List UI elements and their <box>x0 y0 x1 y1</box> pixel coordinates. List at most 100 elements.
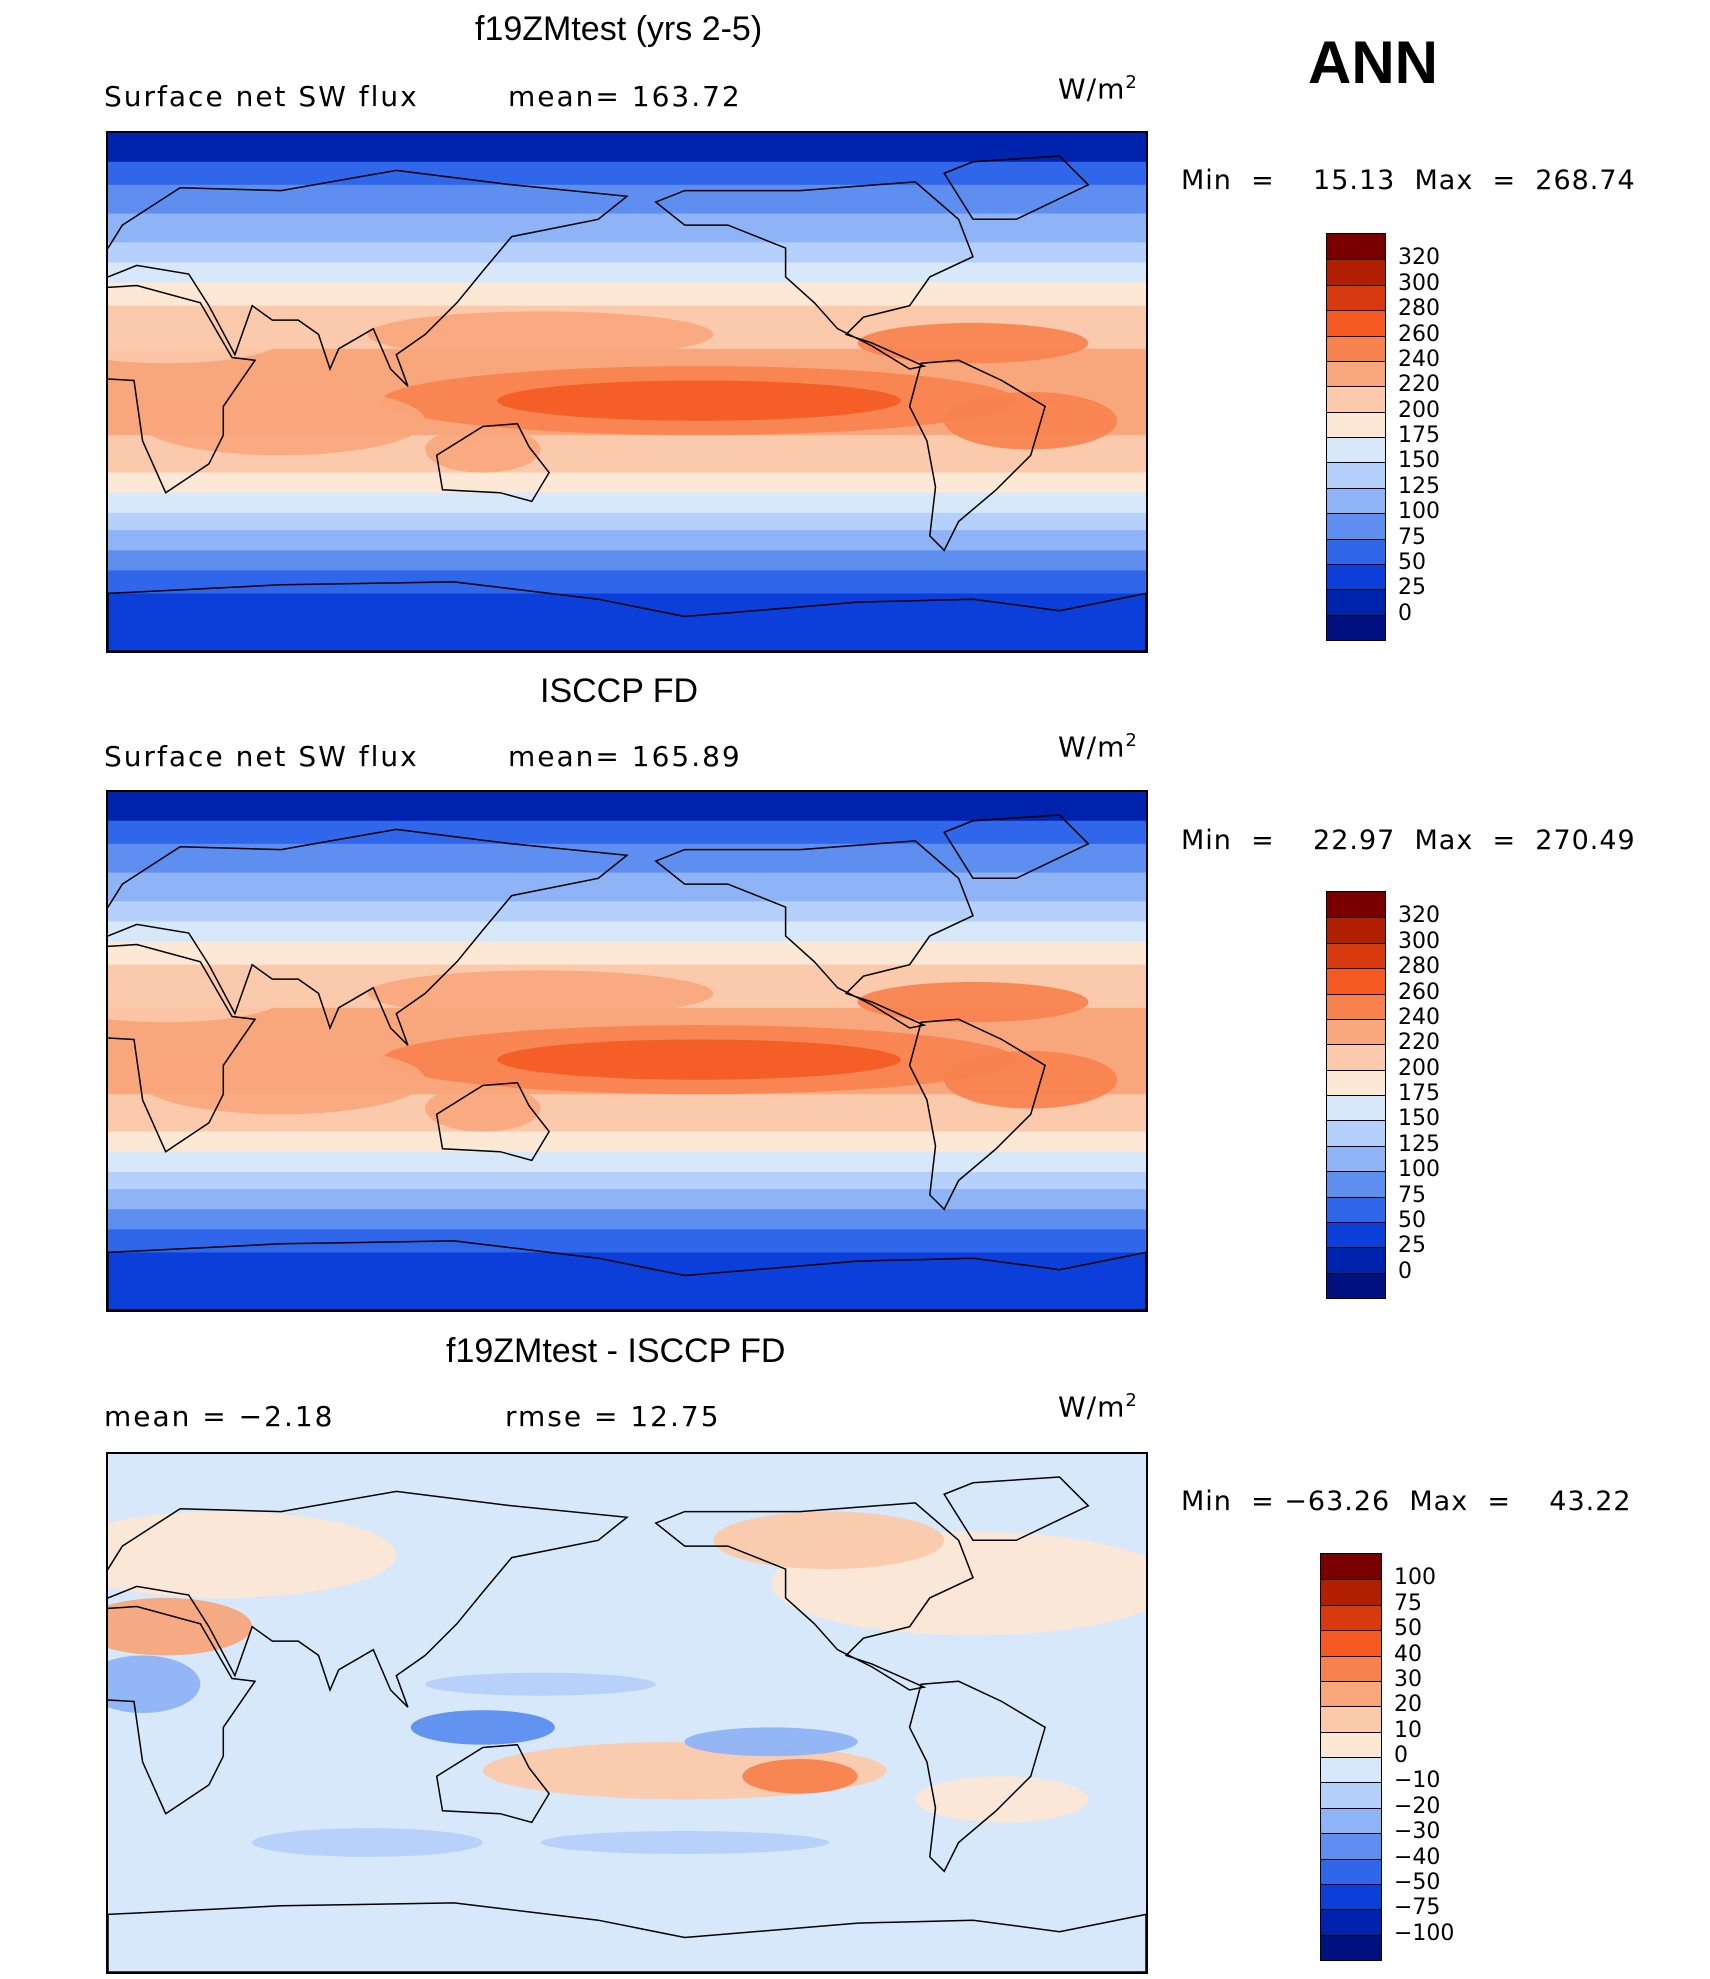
colorbar-tick-label: 175 <box>1398 1081 1440 1106</box>
coastline <box>654 840 974 1029</box>
coastline <box>108 828 629 1046</box>
colorbar-swatch <box>1327 1196 1385 1222</box>
colorbar-swatch <box>1327 259 1385 285</box>
colorbar-tick-label: 75 <box>1398 524 1426 550</box>
colorbar-tick-label: 175 <box>1398 423 1440 448</box>
colorbar-swatch <box>1327 386 1385 412</box>
coastline <box>435 1081 551 1162</box>
colorbar-swatch <box>1327 1247 1385 1273</box>
contour-blob <box>367 970 714 1017</box>
colorbar-tick-label: −75 <box>1394 1895 1441 1921</box>
colorbar-swatch <box>1327 942 1385 969</box>
contour-band <box>108 792 1146 822</box>
contour-band <box>108 843 1146 874</box>
contour-blob <box>713 1511 945 1570</box>
contour-blob <box>857 322 1089 364</box>
colorbar-tick-label: 320 <box>1398 903 1440 929</box>
panel-left-text-obs: Surface net SW flux <box>104 740 419 773</box>
colorbar-tick-label: −20 <box>1394 1793 1441 1819</box>
contour-band <box>108 593 1146 651</box>
contour-band <box>108 550 1146 572</box>
contour-blob <box>367 311 714 358</box>
contour-blob <box>136 386 426 456</box>
colorbar-tick-label: 300 <box>1398 270 1440 296</box>
colorbar-tick-label: 100 <box>1398 1157 1440 1183</box>
colorbar-swatch <box>1327 335 1385 361</box>
colorbar-tick-label: −50 <box>1394 1869 1441 1895</box>
colorbar-tick-label: −30 <box>1394 1819 1441 1845</box>
colorbar-tick-label: 125 <box>1398 1131 1440 1157</box>
colorbar-swatch <box>1321 1807 1381 1834</box>
colorbar-tick-label: 50 <box>1398 549 1426 575</box>
colorbar-swatch <box>1321 1604 1381 1631</box>
colorbar-tick-label: 50 <box>1394 1616 1422 1642</box>
colorbar-tick-label: 75 <box>1394 1590 1422 1616</box>
units-label-diff: W/m2 <box>1058 1390 1138 1424</box>
colorbar-tick-label: 200 <box>1398 1055 1440 1081</box>
coastline <box>908 1018 1046 1211</box>
contour-band <box>108 1189 1146 1211</box>
colorbar-diff <box>1320 1553 1382 1961</box>
coastline <box>108 284 257 494</box>
colorbar-tick-label: 40 <box>1394 1641 1422 1667</box>
coastline <box>943 155 1090 221</box>
coastline <box>108 1240 1146 1310</box>
contour-blob <box>944 392 1118 450</box>
colorbar-swatch <box>1321 1731 1381 1757</box>
contour-band <box>108 530 1146 552</box>
contour-blob <box>425 1672 656 1696</box>
colorbar-tick-label: 200 <box>1398 397 1440 423</box>
colorbar-swatch <box>1327 1095 1385 1121</box>
colorbar-tick-label: 320 <box>1398 245 1440 271</box>
colorbar-tick-label: 10 <box>1394 1717 1422 1743</box>
coastline <box>943 1476 1090 1542</box>
colorbar-tick-label: 25 <box>1398 575 1426 601</box>
contour-band <box>108 1229 1146 1254</box>
map-diff <box>106 1452 1148 1974</box>
panel-title-model: f19ZMtest (yrs 2-5) <box>475 10 763 48</box>
colorbar-swatch <box>1321 1680 1381 1707</box>
colorbar-tick-label: 260 <box>1398 979 1440 1005</box>
units-label-obs: W/m2 <box>1058 730 1138 764</box>
contour-band <box>108 921 1146 943</box>
colorbar-swatch <box>1321 1782 1381 1808</box>
panel-left-text-model: Surface net SW flux <box>104 80 419 113</box>
colorbar-swatch <box>1327 437 1385 463</box>
contour-band <box>108 820 1146 845</box>
colorbar-tick-label: 220 <box>1398 372 1440 398</box>
colorbar-swatch <box>1321 1833 1381 1859</box>
colorbar-swatch <box>1327 310 1385 336</box>
contour-band <box>108 570 1146 595</box>
contour-blob <box>252 1828 483 1857</box>
contour-blob <box>136 1045 426 1115</box>
contour-blob <box>425 426 541 473</box>
colorbar-swatch <box>1327 1145 1385 1172</box>
panel-mean-text-model: mean= 163.72 <box>508 80 742 113</box>
coastline <box>908 359 1046 552</box>
contour-blob <box>684 1727 858 1757</box>
contour-band <box>108 512 1146 532</box>
coastline <box>435 1743 551 1824</box>
contour-blob <box>410 1710 555 1745</box>
contour-band <box>108 492 1146 514</box>
colorbar-tick-label: 0 <box>1394 1743 1408 1768</box>
coastline <box>654 181 974 370</box>
colorbar-tick-label: −100 <box>1394 1920 1455 1946</box>
colorbar-swatch <box>1327 1069 1385 1095</box>
colorbar-swatch <box>1321 1909 1381 1935</box>
colorbar-model <box>1326 233 1386 641</box>
colorbar-tick-label: 0 <box>1398 1258 1412 1284</box>
colorbar-swatch <box>1327 284 1385 311</box>
colorbar-swatch <box>1327 1120 1385 1146</box>
coastline <box>108 581 1146 651</box>
colorbar-tick-label: 20 <box>1394 1692 1422 1718</box>
colorbar-tick-label: 150 <box>1398 1106 1440 1132</box>
coastline <box>108 1605 257 1815</box>
colorbar-swatch <box>1327 589 1385 615</box>
coastline <box>108 943 257 1153</box>
units-label-model: W/m2 <box>1058 72 1138 106</box>
colorbar-tick-label: 220 <box>1398 1030 1440 1056</box>
minmax-obs: Min = 22.97 Max = 270.49 <box>1181 825 1636 856</box>
contour-band <box>108 901 1146 923</box>
coastline <box>435 422 551 503</box>
